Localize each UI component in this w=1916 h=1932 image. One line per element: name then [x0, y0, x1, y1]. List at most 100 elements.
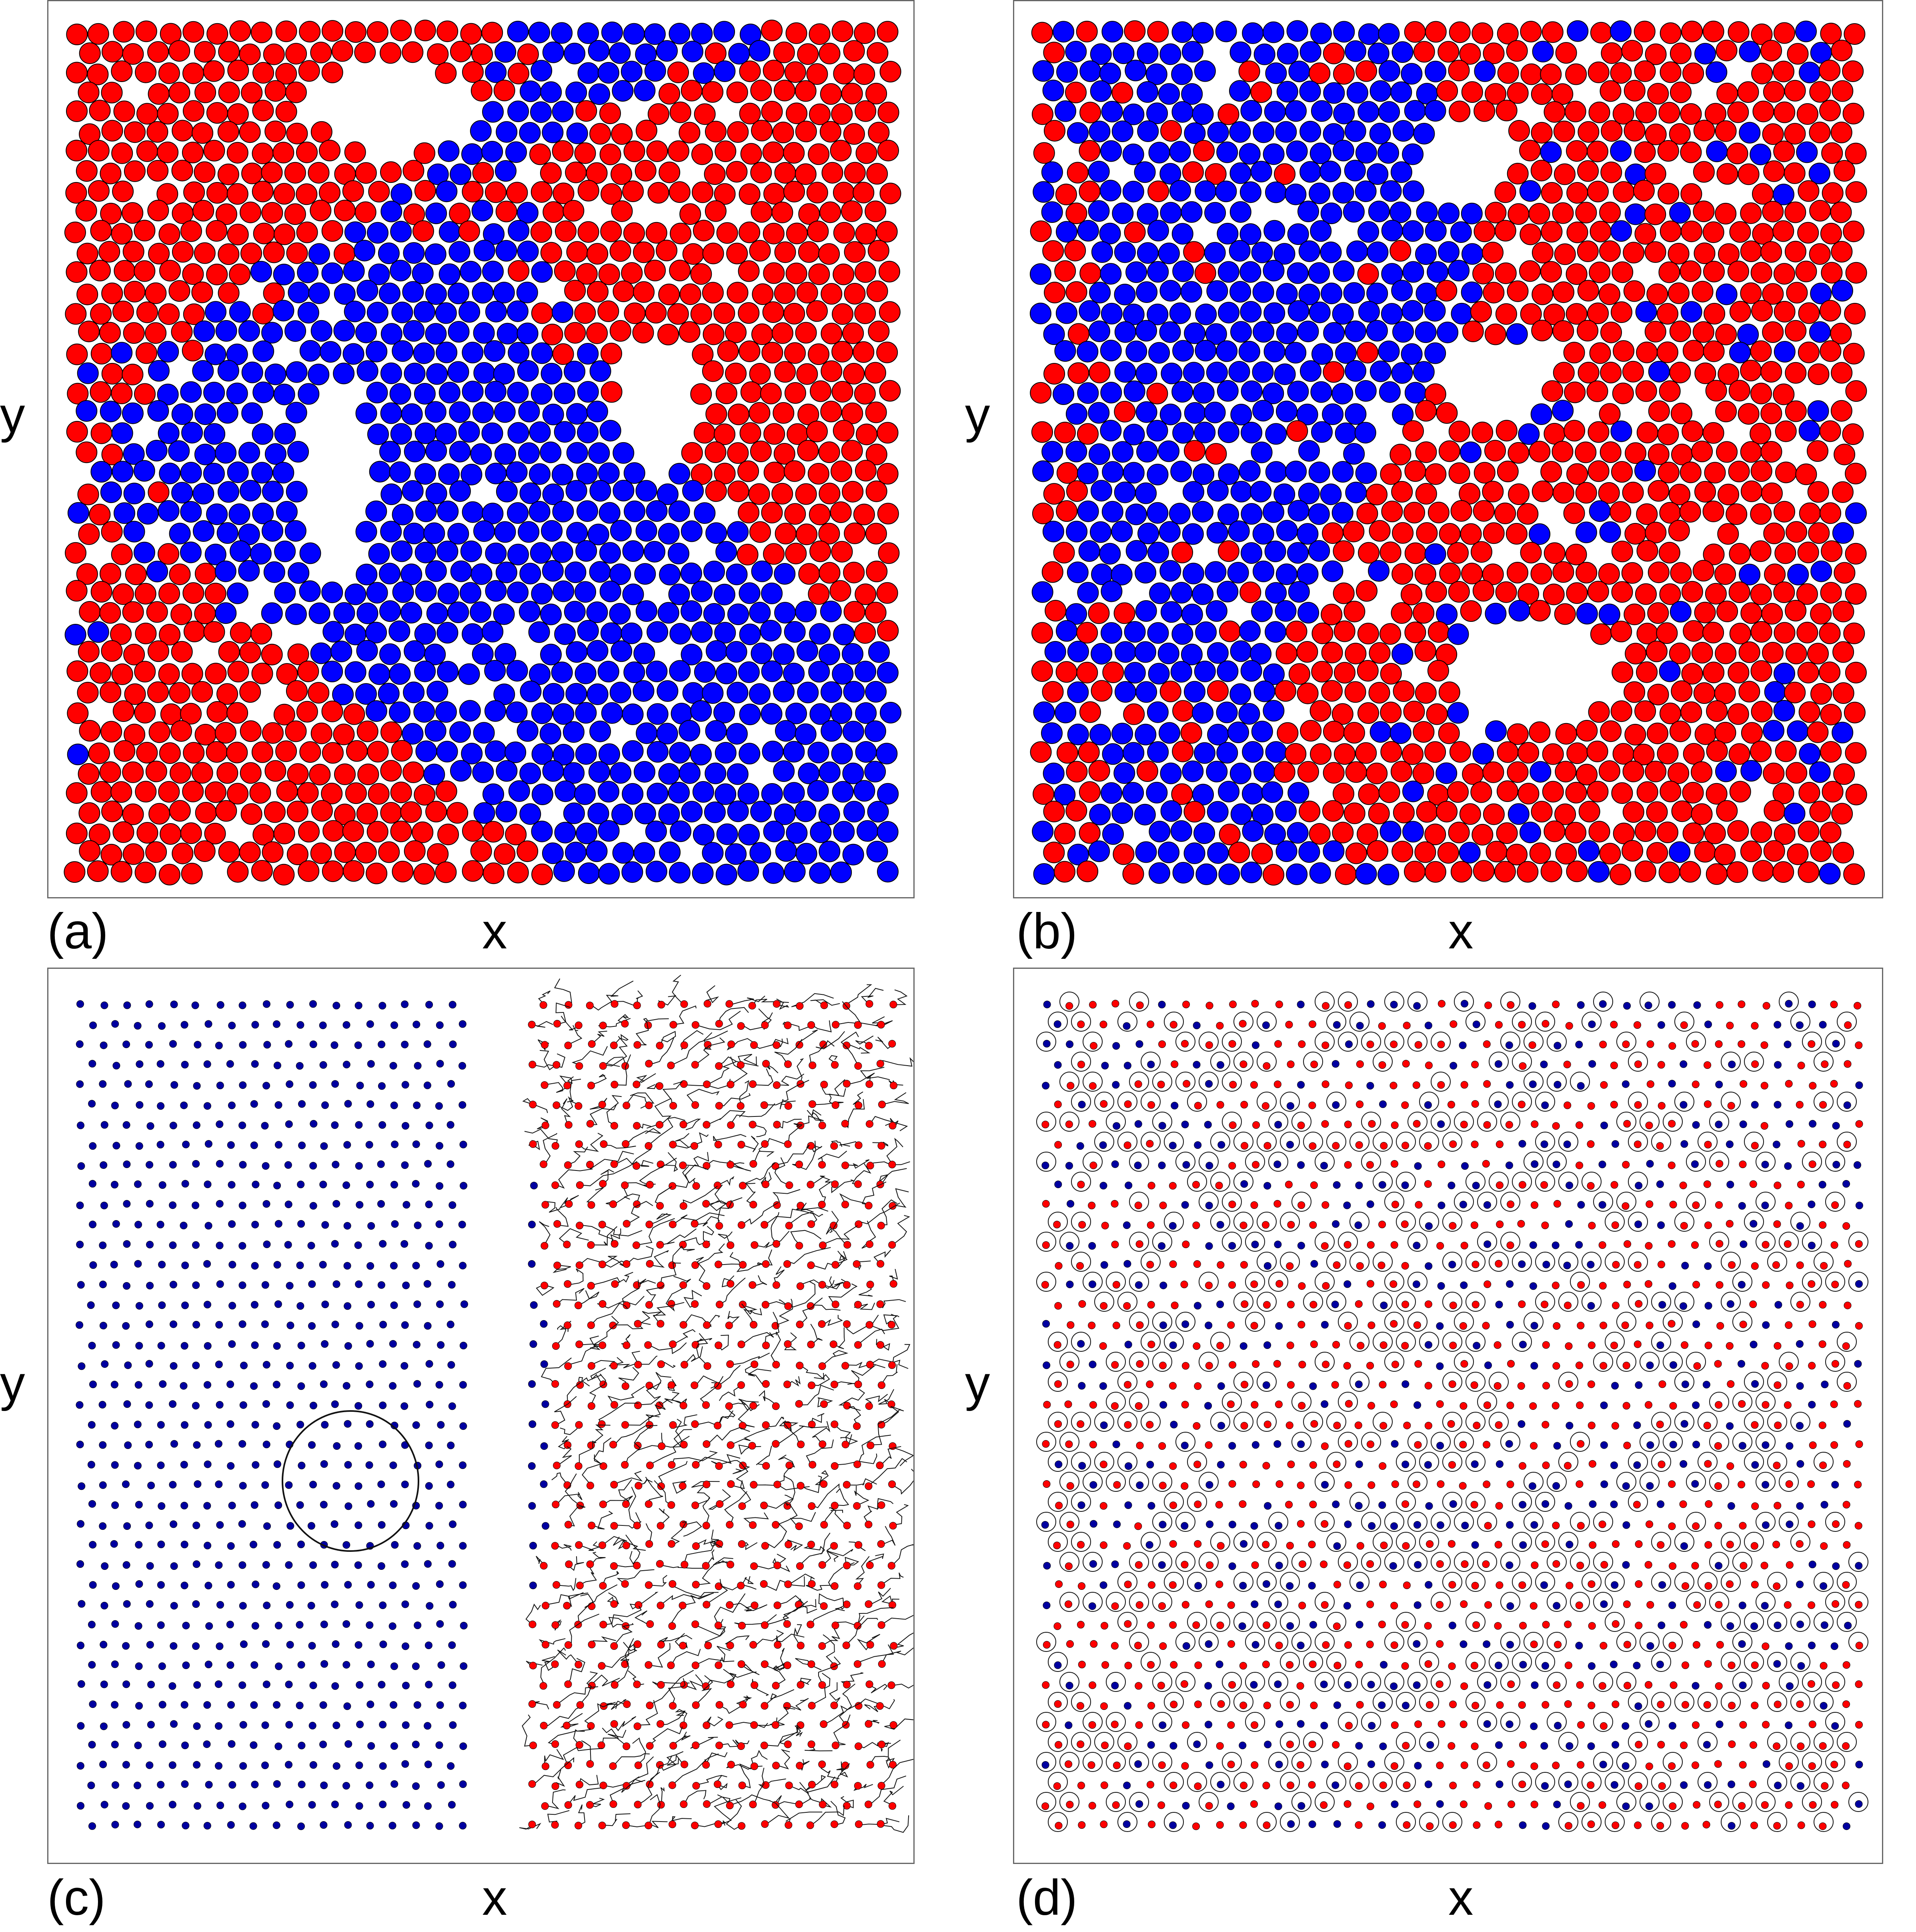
blue-particle [204, 1460, 212, 1468]
trajectory-line [544, 1592, 584, 1605]
blue-particle [331, 1561, 339, 1569]
red-particle [182, 100, 204, 122]
red-particle [1773, 263, 1795, 285]
orbit-loop [1071, 1012, 1091, 1032]
red-particle [1393, 680, 1415, 702]
red-particle [1473, 500, 1495, 522]
red-particle [1172, 740, 1194, 762]
red-particle [529, 1060, 537, 1068]
trajectory-line [803, 1545, 825, 1555]
blue-particle [578, 862, 600, 884]
red-particle [551, 1740, 559, 1748]
red-particle [865, 1000, 873, 1008]
red-particle [1786, 521, 1807, 543]
trajectory-line [707, 1427, 750, 1445]
red-particle [446, 802, 468, 824]
red-particle [762, 1380, 770, 1388]
red-particle [412, 821, 434, 843]
blue-particle [309, 1401, 317, 1409]
red-particle [806, 421, 828, 443]
red-particle [577, 180, 599, 202]
red-particle [855, 460, 877, 482]
red-particle [1251, 843, 1273, 865]
red-particle [1566, 463, 1588, 485]
blue-particle [1262, 1021, 1270, 1029]
blue-particle [1308, 503, 1330, 525]
red-particle [1670, 562, 1692, 584]
red-particle [632, 322, 654, 344]
red-particle [1648, 400, 1670, 422]
red-particle [1635, 583, 1657, 605]
red-particle [1055, 661, 1077, 683]
panel-b-letter: (b) [1016, 904, 1077, 959]
red-particle [669, 1742, 677, 1750]
trajectory-line [672, 1329, 696, 1345]
trajectory-line [560, 1425, 580, 1435]
blue-particle [447, 1441, 455, 1449]
blue-particle [77, 1520, 84, 1528]
blue-particle [529, 463, 551, 485]
blue-particle [1242, 22, 1264, 44]
red-particle [866, 1240, 873, 1248]
blue-particle [1309, 182, 1331, 204]
red-particle [346, 740, 368, 762]
red-particle [761, 100, 783, 122]
blue-particle [1148, 142, 1170, 164]
red-particle [818, 1642, 826, 1650]
blue-particle [1285, 100, 1307, 122]
orbit-loop [1233, 1012, 1253, 1032]
blue-particle [726, 723, 748, 745]
blue-particle [1089, 282, 1111, 304]
trajectory-line [614, 1716, 637, 1732]
blue-particle [146, 1600, 154, 1608]
red-particle [1845, 661, 1867, 683]
blue-particle [553, 580, 575, 602]
red-particle [784, 1421, 792, 1429]
red-particle [889, 1721, 897, 1729]
red-particle [366, 862, 388, 884]
red-particle [321, 700, 343, 722]
blue-particle [565, 683, 587, 705]
blue-particle [251, 1301, 258, 1309]
red-particle [658, 1442, 666, 1450]
blue-particle [1090, 43, 1112, 65]
blue-particle [273, 1342, 281, 1350]
red-particle [76, 441, 98, 463]
trajectory-line [636, 1073, 656, 1085]
blue-particle [1285, 183, 1307, 205]
red-particle [1622, 840, 1644, 862]
red-particle [542, 1601, 550, 1609]
blue-particle [250, 1501, 258, 1509]
blue-particle [692, 862, 714, 884]
blue-particle [240, 1361, 248, 1369]
blue-particle [438, 140, 460, 162]
trajectory-line [649, 1213, 672, 1225]
blue-particle [379, 1762, 387, 1770]
blue-particle [1669, 841, 1691, 863]
trajectory-line [790, 1512, 816, 1529]
blue-particle [389, 1062, 397, 1070]
blue-particle [1206, 361, 1228, 383]
trajectory-line [811, 1413, 825, 1425]
red-particle [818, 1200, 826, 1209]
blue-particle [390, 1301, 398, 1309]
panel-c-xlabel: x [482, 1870, 507, 1926]
blue-particle [1472, 1020, 1480, 1028]
red-particle [66, 24, 88, 45]
blue-particle [436, 341, 458, 363]
blue-particle [855, 661, 877, 683]
red-particle [1634, 700, 1656, 722]
blue-particle [180, 462, 202, 484]
red-particle [715, 1621, 722, 1629]
red-particle [784, 1740, 792, 1748]
trajectory-line [892, 1215, 910, 1245]
red-particle [101, 283, 123, 305]
blue-particle [157, 1581, 165, 1589]
blue-particle [1067, 641, 1089, 663]
blue-particle [169, 523, 191, 545]
blue-particle [436, 622, 458, 644]
blue-particle [1447, 702, 1469, 724]
blue-particle [1265, 181, 1287, 203]
red-particle [183, 742, 205, 764]
blue-particle [342, 1382, 350, 1390]
